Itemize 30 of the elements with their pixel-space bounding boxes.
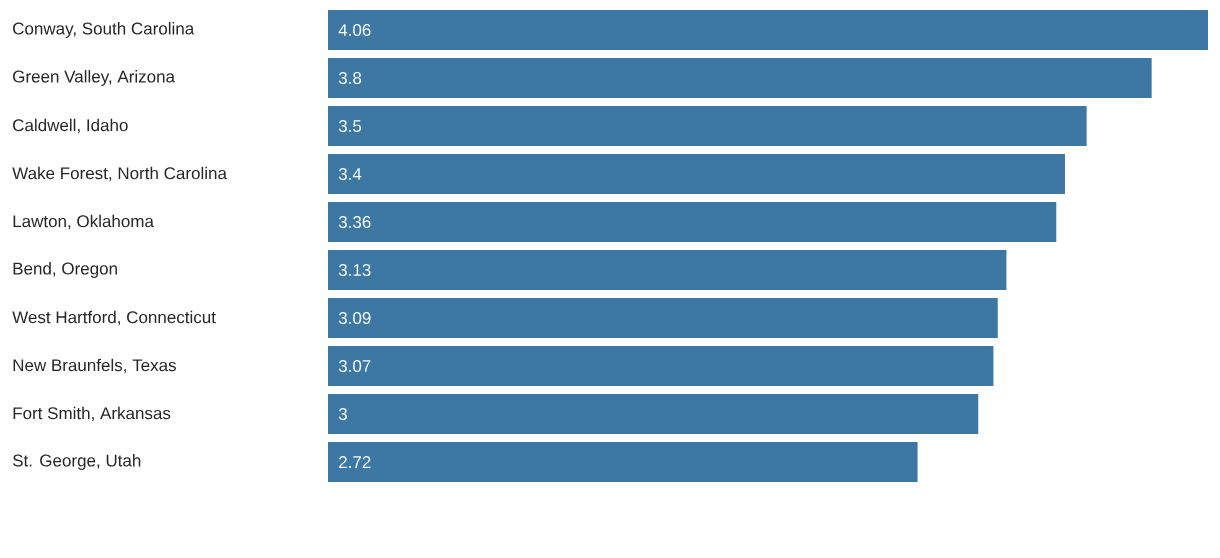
bar bbox=[328, 106, 1087, 147]
bar bbox=[328, 202, 1057, 243]
bar bbox=[328, 10, 1209, 51]
bar bbox=[328, 442, 918, 483]
y-tick-label: Conway, South Carolina bbox=[13, 22, 195, 38]
bar bbox=[328, 298, 998, 339]
bar bbox=[328, 394, 979, 435]
data-label: 3.5 bbox=[338, 119, 362, 133]
data-label: 3 bbox=[338, 407, 347, 421]
data-label: 2.72 bbox=[339, 456, 371, 468]
bar bbox=[328, 346, 994, 387]
y-tick-label: West Hartford, Connecticut bbox=[12, 310, 216, 326]
bar bbox=[328, 154, 1065, 195]
y-tick-label: St. George, Utah bbox=[12, 454, 141, 470]
data-label: 3.4 bbox=[338, 167, 362, 181]
y-tick-label: Caldwell, Idaho bbox=[13, 118, 128, 134]
data-label: 3.36 bbox=[338, 215, 371, 229]
data-label: 4.06 bbox=[338, 23, 371, 37]
y-tick-label: Lawton, Oklahoma bbox=[13, 214, 154, 230]
y-tick-label: Fort Smith, Arkansas bbox=[13, 406, 171, 422]
y-tick-label: Bend, Oregon bbox=[13, 262, 117, 278]
data-label: 3.09 bbox=[338, 311, 371, 325]
bar bbox=[328, 58, 1152, 99]
data-label: 3.07 bbox=[338, 359, 371, 373]
y-tick-label: Wake Forest, North Carolina bbox=[12, 166, 227, 182]
y-tick-label: New Braunfels, Texas bbox=[13, 358, 176, 374]
data-label: 3.8 bbox=[338, 71, 362, 85]
data-label: 3.13 bbox=[338, 263, 371, 277]
bar bbox=[328, 250, 1007, 291]
y-tick-label: Green Valley, Arizona bbox=[13, 70, 176, 86]
